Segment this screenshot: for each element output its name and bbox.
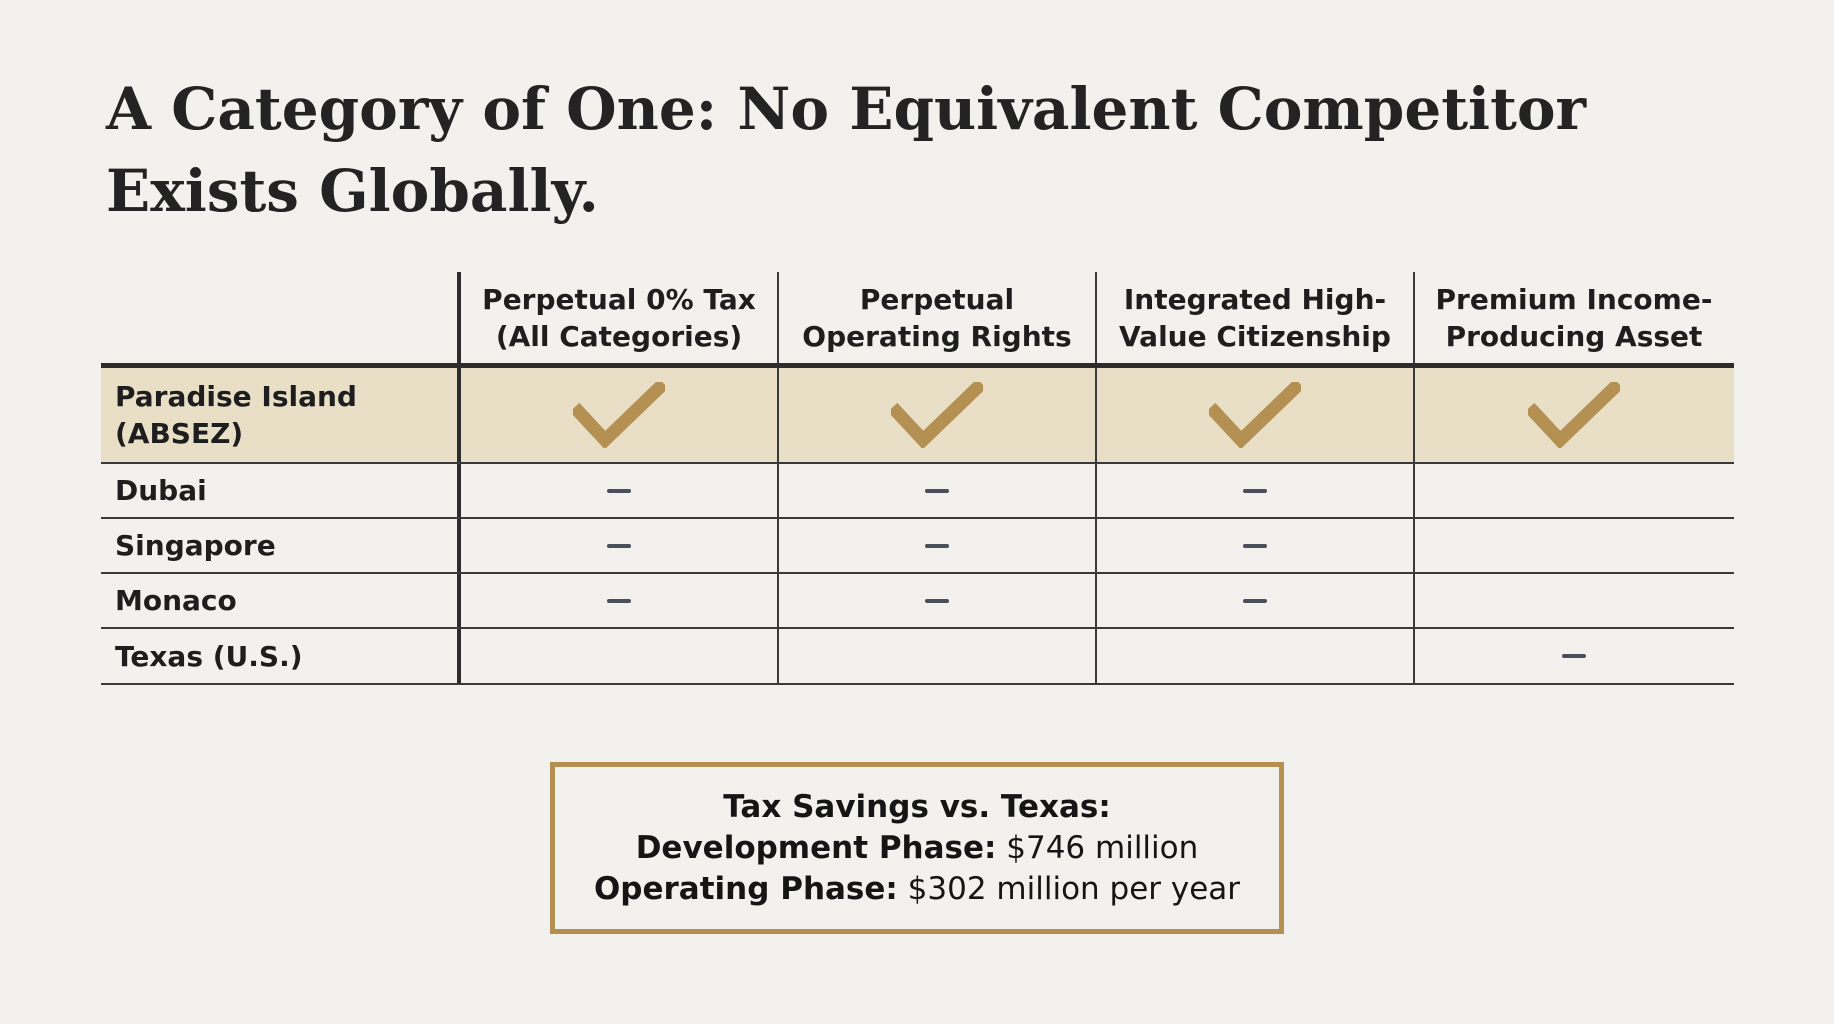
dash-icon xyxy=(607,488,631,493)
table-row-paradise-island: Paradise Island (ABSEZ) xyxy=(101,368,1734,464)
row-label-text: Dubai xyxy=(115,474,207,507)
callout-operating-value: $302 million per year xyxy=(907,870,1241,907)
table-cell xyxy=(1415,519,1733,572)
table-cell xyxy=(461,464,779,517)
row-label: Monaco xyxy=(101,574,461,627)
column-header-operating-rights: Perpetual Operating Rights xyxy=(779,272,1097,363)
column-header-tax: Perpetual 0% Tax (All Categories) xyxy=(461,272,779,363)
table-cell xyxy=(1097,629,1415,683)
table-cell xyxy=(461,574,779,627)
dash-icon xyxy=(1243,598,1267,603)
check-icon xyxy=(891,382,983,448)
check-icon xyxy=(1528,382,1620,448)
table-cell xyxy=(1415,574,1733,627)
row-label: Singapore xyxy=(101,519,461,572)
dash-icon xyxy=(1243,543,1267,548)
table-cell xyxy=(779,629,1097,683)
table-cell xyxy=(1097,368,1415,462)
header-corner-cell xyxy=(101,272,461,363)
table-cell xyxy=(1415,464,1733,517)
row-label: Paradise Island (ABSEZ) xyxy=(101,368,461,462)
row-label: Texas (U.S.) xyxy=(101,629,461,683)
table-row-texas: Texas (U.S.) xyxy=(101,629,1734,685)
table-cell xyxy=(1097,519,1415,572)
comparison-table: Perpetual 0% Tax (All Categories) Perpet… xyxy=(101,272,1734,685)
table-cell xyxy=(779,464,1097,517)
table-cell xyxy=(461,368,779,462)
table-row-monaco: Monaco xyxy=(101,574,1734,629)
table-row-dubai: Dubai xyxy=(101,464,1734,519)
check-icon xyxy=(573,382,665,448)
table-cell xyxy=(779,519,1097,572)
row-label-text: Texas (U.S.) xyxy=(115,639,303,673)
column-header-income-asset: Premium Income- Producing Asset xyxy=(1435,282,1713,353)
row-label: Dubai xyxy=(101,464,461,517)
check-icon xyxy=(1209,382,1301,448)
table-cell xyxy=(1097,574,1415,627)
dash-icon xyxy=(607,543,631,548)
callout-operating-label: Operating Phase: xyxy=(593,870,898,907)
column-header-citizenship: Integrated High- Value Citizenship xyxy=(1097,272,1415,363)
row-label-text: Monaco xyxy=(115,584,237,617)
table-cell xyxy=(461,519,779,572)
table-header-row: Perpetual 0% Tax (All Categories) Perpet… xyxy=(101,272,1734,368)
tax-savings-callout: Tax Savings vs. Texas: Development Phase… xyxy=(550,762,1284,934)
callout-heading: Tax Savings vs. Texas: xyxy=(723,788,1111,825)
dash-icon xyxy=(607,598,631,603)
table-cell xyxy=(1415,629,1733,683)
callout-line-operating: Operating Phase: $302 million per year xyxy=(594,869,1240,910)
table-body: Paradise Island (ABSEZ) Dubai Singapore Mon… xyxy=(101,368,1734,685)
callout-development-value: $746 million xyxy=(1006,829,1199,866)
dash-icon xyxy=(925,543,949,548)
row-label-text: Singapore xyxy=(115,529,276,562)
callout-line-development: Development Phase: $746 million xyxy=(636,828,1199,869)
row-label-text: Paradise Island (ABSEZ) xyxy=(115,380,357,450)
dash-icon xyxy=(1243,488,1267,493)
table-cell xyxy=(1097,464,1415,517)
dash-icon xyxy=(1562,654,1586,658)
table-cell xyxy=(461,629,779,683)
table-cell xyxy=(1415,368,1733,462)
table-cell xyxy=(779,574,1097,627)
callout-development-label: Development Phase: xyxy=(635,829,997,866)
table-row-singapore: Singapore xyxy=(101,519,1734,574)
dash-icon xyxy=(925,488,949,493)
table-cell xyxy=(779,368,1097,462)
page-title: A Category of One: No Equivalent Competi… xyxy=(106,75,1587,225)
dash-icon xyxy=(925,598,949,603)
